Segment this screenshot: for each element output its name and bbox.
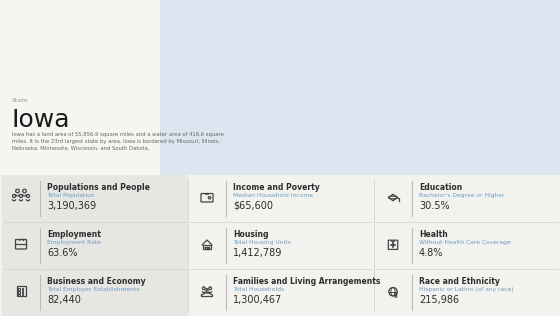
Text: 1,412,789: 1,412,789 [233,248,282,258]
Text: Iowa has a land area of 55,856.9 square miles and a water area of 416.6 square
m: Iowa has a land area of 55,856.9 square … [12,132,224,151]
Text: Bachelor's Degree or Higher: Bachelor's Degree or Higher [419,193,505,198]
Text: Families and Living Arrangements: Families and Living Arrangements [233,277,380,286]
Text: Housing: Housing [233,230,268,239]
Text: Iowa: Iowa [12,108,71,132]
Text: Business and Economy: Business and Economy [47,277,146,286]
Text: $65,600: $65,600 [233,201,273,211]
Text: 4.8%: 4.8% [419,248,444,258]
Text: Total Employer Establishments: Total Employer Establishments [47,287,139,292]
Text: Race and Ethnicity: Race and Ethnicity [419,277,500,286]
Text: Health: Health [419,230,448,239]
Text: 215,986: 215,986 [419,295,459,305]
Text: 3,190,369: 3,190,369 [47,201,96,211]
Text: 82,440: 82,440 [47,295,81,305]
FancyBboxPatch shape [0,0,160,175]
FancyBboxPatch shape [2,175,188,316]
Text: 1,300,467: 1,300,467 [233,295,282,305]
Text: Total Population: Total Population [47,193,95,198]
FancyBboxPatch shape [0,175,560,316]
FancyBboxPatch shape [160,0,560,180]
Text: 30.5%: 30.5% [419,201,450,211]
Text: Employment: Employment [47,230,101,239]
Text: Income and Poverty: Income and Poverty [233,183,320,192]
Text: State: State [12,98,29,103]
Text: Populations and People: Populations and People [47,183,150,192]
Text: Total Households: Total Households [233,287,284,292]
Text: Employment Rate: Employment Rate [47,240,101,245]
Text: 63.6%: 63.6% [47,248,77,258]
Text: Education: Education [419,183,462,192]
Text: Median Household Income: Median Household Income [233,193,313,198]
Text: Without Health Care Coverage: Without Health Care Coverage [419,240,511,245]
Text: Hispanic or Latino (of any race): Hispanic or Latino (of any race) [419,287,514,292]
Text: Total Housing Units: Total Housing Units [233,240,291,245]
